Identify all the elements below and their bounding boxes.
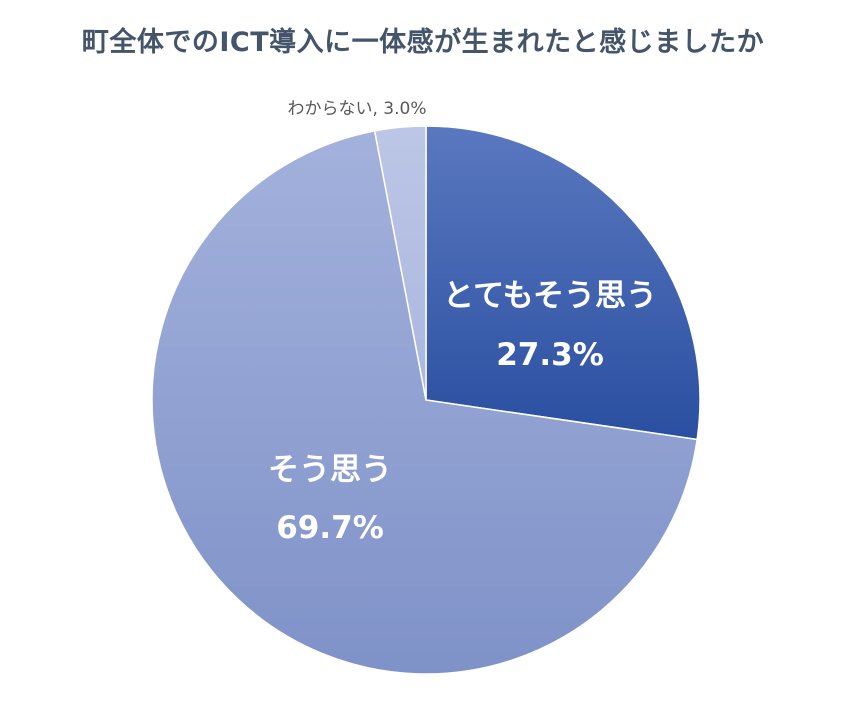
slice-label-totemo: とてもそう思う [443, 278, 657, 314]
slice-value-sou: 69.7% [276, 510, 384, 546]
slice-sou-omou [151, 129, 698, 675]
slice-wakaranai [373, 125, 427, 401]
slice-label-wakaranai: わからない, 3.0% [288, 99, 427, 119]
slice-value-totemo: 27.3% [496, 337, 604, 373]
slice-label-sou: そう思う [268, 452, 392, 488]
chart-title: 町全体でのICT導入に一体感が生まれたと感じましたか [81, 27, 765, 58]
slice-totemo-sou-omou [425, 125, 701, 441]
